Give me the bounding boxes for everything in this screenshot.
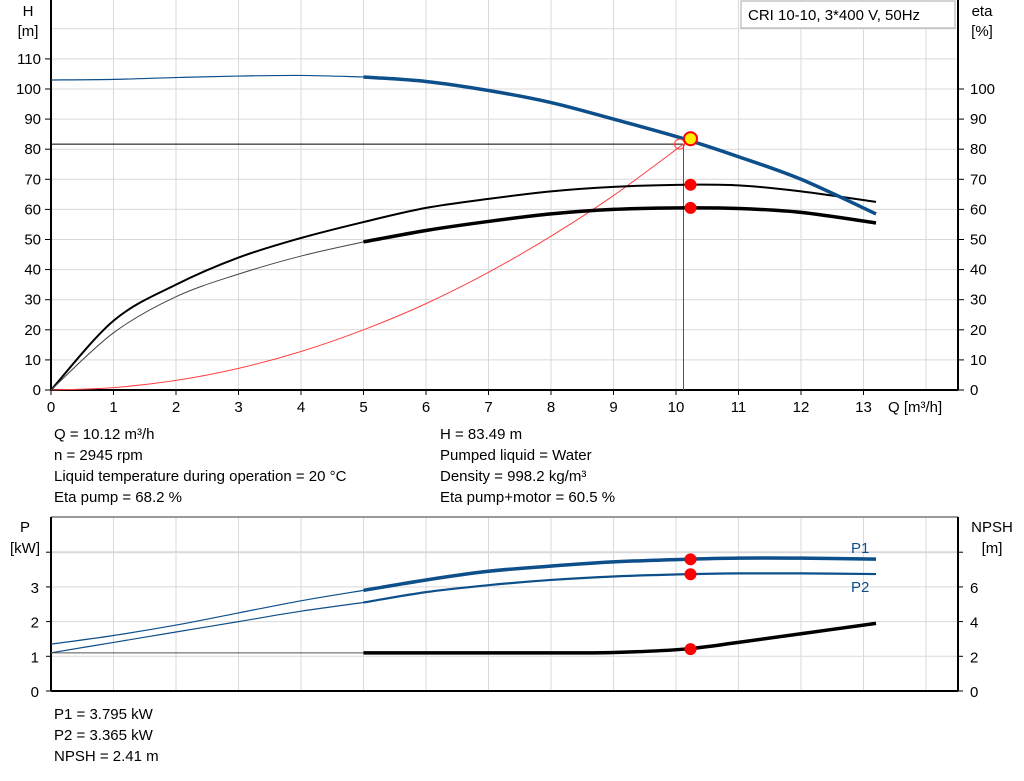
y-tick-label-left: 100	[16, 81, 41, 98]
y-tick-label-left: 80	[24, 141, 41, 158]
y-axis-label-right: NPSH	[971, 519, 1013, 536]
info-temperature: Liquid temperature during operation = 20…	[54, 468, 347, 485]
power-npsh-marker	[684, 643, 697, 656]
series-label-p2: P2	[851, 579, 869, 596]
system-point-marker	[674, 138, 685, 150]
y-tick-label-right: 40	[970, 262, 987, 279]
y-axis-unit-left: [kW]	[10, 540, 40, 557]
y-tick-label-left: 0	[31, 684, 39, 701]
y-tick-label-right: 30	[970, 292, 987, 309]
x-tick-label: 7	[484, 399, 492, 416]
curve-head	[363, 75, 877, 216]
y-axis-label-left: P	[20, 519, 30, 536]
info-eta-pump-motor: Eta pump+motor = 60.5 %	[440, 489, 616, 506]
y-axis-label-right: eta	[972, 3, 994, 20]
curve-head-extrapolated	[50, 74, 364, 81]
duty-point-marker	[683, 131, 698, 147]
y-tick-label-right: 60	[970, 201, 987, 218]
info-liquid: Pumped liquid = Water	[440, 447, 592, 464]
info-npsh: NPSH = 2.41 m	[54, 748, 159, 765]
x-tick-label: 9	[609, 399, 617, 416]
y-tick-label-right: 80	[970, 141, 987, 158]
x-axis-label: Q [m³/h]	[888, 399, 942, 416]
x-tick-label: 11	[731, 399, 747, 416]
info-bottom: P1 = 3.795 kW P2 = 3.365 kW NPSH = 2.41 …	[54, 704, 159, 767]
legend-title: CRI 10-10, 3*400 V, 50Hz	[748, 7, 920, 24]
y-tick-label-right: 20	[970, 322, 987, 339]
y-tick-label-right: 70	[970, 171, 987, 188]
y-tick-label-right: 6	[970, 580, 978, 597]
x-tick-label: 0	[47, 399, 55, 416]
x-tick-label: 13	[855, 399, 872, 416]
y-axis-unit-right: [%]	[971, 23, 993, 40]
series-label-p1: P1	[851, 540, 869, 557]
y-axis-unit-left: [m]	[18, 23, 39, 40]
y-tick-label-right: 50	[970, 232, 987, 249]
y-tick-label-left: 40	[24, 262, 41, 279]
y-tick-label-left: 20	[24, 322, 41, 339]
x-tick-label: 6	[422, 399, 430, 416]
y-tick-label-left: 1	[31, 649, 39, 666]
y-tick-label-left: 0	[33, 382, 41, 399]
y-tick-label-right: 4	[970, 615, 978, 632]
curve-P2-extrapolated	[50, 601, 364, 654]
info-speed: n = 2945 rpm	[54, 447, 143, 464]
y-tick-label-left: 30	[24, 292, 41, 309]
x-tick-label: 3	[234, 399, 242, 416]
info-density: Density = 998.2 kg/m³	[440, 468, 587, 485]
legend-box	[740, 0, 956, 29]
info-top-left: Q = 10.12 m³/h n = 2945 rpm Liquid tempe…	[54, 424, 346, 508]
curve-NPSH	[363, 621, 877, 655]
y-tick-label-left: 10	[24, 352, 41, 369]
info-p1: P1 = 3.795 kW	[54, 706, 153, 723]
y-tick-label-right: 0	[970, 382, 978, 399]
y-tick-label-right: 100	[970, 81, 995, 98]
x-tick-label: 4	[297, 399, 305, 416]
x-tick-label: 5	[359, 399, 367, 416]
curve-P1-extrapolated	[50, 589, 364, 645]
y-tick-label-left: 110	[17, 51, 41, 68]
y-tick-label-left: 70	[24, 171, 41, 188]
info-p2: P2 = 3.365 kW	[54, 727, 153, 744]
y-tick-label-right: 0	[970, 684, 978, 701]
y-axis-unit-right: [m]	[982, 540, 1003, 557]
y-tick-label-right: 2	[970, 649, 978, 666]
eta-marker	[684, 178, 697, 191]
curve-P1	[363, 556, 877, 593]
curve-system-curve	[50, 143, 684, 391]
curve-eta-pump-motor	[363, 206, 877, 244]
y-tick-label-right: 90	[970, 111, 987, 128]
power-npsh-marker	[684, 568, 697, 581]
curve-eta-pump	[50, 183, 877, 391]
y-tick-label-left: 2	[31, 615, 39, 632]
y-tick-label-left: 3	[31, 580, 39, 597]
y-tick-label-right: 10	[970, 352, 987, 369]
y-tick-label-left: 60	[24, 201, 41, 218]
x-tick-label: 10	[668, 399, 685, 416]
info-flow: Q = 10.12 m³/h	[54, 426, 155, 443]
y-tick-label-left: 50	[24, 232, 41, 249]
eta-marker	[684, 201, 697, 214]
x-tick-label: 2	[172, 399, 180, 416]
info-eta-pump: Eta pump = 68.2 %	[54, 489, 182, 506]
info-head: H = 83.49 m	[440, 426, 523, 443]
y-tick-label-left: 90	[24, 111, 41, 128]
info-top-right: H = 83.49 m Pumped liquid = Water Densit…	[440, 424, 615, 508]
power-npsh-marker	[684, 553, 697, 566]
x-tick-label: 1	[109, 399, 117, 416]
x-tick-label: 8	[547, 399, 555, 416]
curve-eta-pump-motor-extrapolated	[50, 241, 364, 391]
x-tick-label: 12	[793, 399, 810, 416]
y-axis-label-left: H	[23, 3, 34, 20]
curve-P2	[363, 572, 877, 604]
